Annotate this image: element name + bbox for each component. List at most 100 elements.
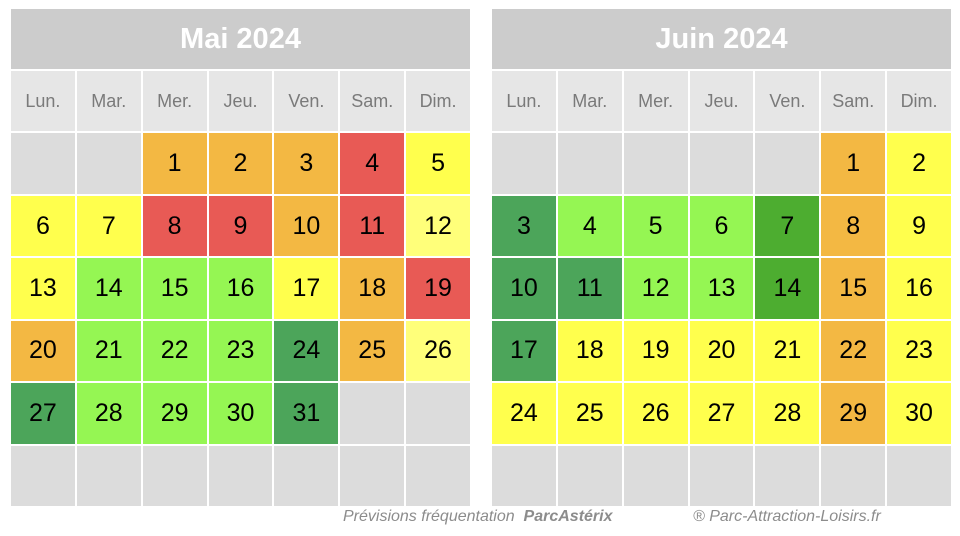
day-cell: 6 xyxy=(11,195,75,257)
day-cell: 27 xyxy=(11,383,75,444)
day-cell: 8 xyxy=(821,195,886,257)
empty-day-cell xyxy=(887,445,951,506)
day-cell: 1 xyxy=(821,133,886,194)
weekday-header: Lun. xyxy=(11,71,75,132)
day-cell: 30 xyxy=(887,383,951,444)
day-cell: 28 xyxy=(755,383,820,444)
day-cell: 10 xyxy=(274,195,339,257)
day-cell: 21 xyxy=(755,320,820,382)
weekday-header: Sam. xyxy=(821,71,886,132)
weekday-header: Mar. xyxy=(76,71,141,132)
weekday-header: Ven. xyxy=(755,71,820,132)
weekday-header: Jeu. xyxy=(689,71,754,132)
day-cell: 2 xyxy=(208,133,273,194)
empty-day-cell xyxy=(821,445,886,506)
weekday-header: Ven. xyxy=(274,71,339,132)
empty-day-cell xyxy=(623,133,688,194)
day-cell: 10 xyxy=(492,258,556,319)
day-cell: 19 xyxy=(406,258,470,319)
empty-day-cell xyxy=(76,445,141,506)
day-cell: 17 xyxy=(492,320,556,382)
day-cell: 22 xyxy=(142,320,207,382)
empty-day-cell xyxy=(755,445,820,506)
day-cell: 28 xyxy=(76,383,141,444)
day-cell: 21 xyxy=(76,320,141,382)
day-cell: 6 xyxy=(689,195,754,257)
empty-day-cell xyxy=(557,133,622,194)
empty-day-cell xyxy=(406,445,470,506)
empty-day-cell xyxy=(492,445,556,506)
day-cell: 7 xyxy=(755,195,820,257)
day-cell: 11 xyxy=(557,258,622,319)
day-cell: 15 xyxy=(821,258,886,319)
day-cell: 13 xyxy=(689,258,754,319)
day-cell: 25 xyxy=(340,320,405,382)
day-cell: 3 xyxy=(274,133,339,194)
day-cell: 1 xyxy=(142,133,207,194)
month-title: Mai 2024 xyxy=(11,9,470,69)
forecast-caption: Prévisions fréquentation ParcAstérix xyxy=(343,508,613,526)
day-cell: 13 xyxy=(11,258,75,319)
empty-day-cell xyxy=(689,445,754,506)
day-cell: 26 xyxy=(623,383,688,444)
day-cell: 24 xyxy=(274,320,339,382)
day-cell: 19 xyxy=(623,320,688,382)
empty-day-cell xyxy=(76,133,141,194)
empty-day-cell xyxy=(557,445,622,506)
day-cell: 18 xyxy=(557,320,622,382)
day-cell: 17 xyxy=(274,258,339,319)
day-cell: 25 xyxy=(557,383,622,444)
day-cell: 14 xyxy=(755,258,820,319)
empty-day-cell xyxy=(11,445,75,506)
day-cell: 24 xyxy=(492,383,556,444)
day-cell: 16 xyxy=(887,258,951,319)
park-name: ParcAstérix xyxy=(523,508,613,525)
day-cell: 5 xyxy=(406,133,470,194)
day-cell: 23 xyxy=(208,320,273,382)
day-cell: 31 xyxy=(274,383,339,444)
weekday-header: Sam. xyxy=(340,71,405,132)
day-cell: 23 xyxy=(887,320,951,382)
day-cell: 27 xyxy=(689,383,754,444)
day-cell: 15 xyxy=(142,258,207,319)
forecast-prefix: Prévisions fréquentation xyxy=(343,508,515,525)
day-cell: 3 xyxy=(492,195,556,257)
weekday-header: Dim. xyxy=(887,71,951,132)
empty-day-cell xyxy=(623,445,688,506)
weekday-header: Dim. xyxy=(406,71,470,132)
weekday-header: Lun. xyxy=(492,71,556,132)
day-cell: 20 xyxy=(11,320,75,382)
copyright-text: ® Parc-Attraction-Loisirs.fr xyxy=(693,508,881,525)
day-cell: 14 xyxy=(76,258,141,319)
empty-day-cell xyxy=(492,133,556,194)
day-cell: 22 xyxy=(821,320,886,382)
day-cell: 8 xyxy=(142,195,207,257)
day-cell: 12 xyxy=(623,258,688,319)
day-cell: 9 xyxy=(208,195,273,257)
empty-day-cell xyxy=(406,383,470,444)
day-cell: 20 xyxy=(689,320,754,382)
empty-day-cell xyxy=(208,445,273,506)
day-cell: 26 xyxy=(406,320,470,382)
weekday-header: Mar. xyxy=(557,71,622,132)
day-cell: 4 xyxy=(340,133,405,194)
empty-day-cell xyxy=(689,133,754,194)
day-cell: 11 xyxy=(340,195,405,257)
empty-day-cell xyxy=(340,383,405,444)
day-cell: 29 xyxy=(821,383,886,444)
month-title: Juin 2024 xyxy=(492,9,951,69)
empty-day-cell xyxy=(142,445,207,506)
calendar-may: Mai 2024 Lun. Mar. Mer. Jeu. Ven. Sam. Dim. 1 2 3 4… xyxy=(11,9,470,506)
day-cell: 7 xyxy=(76,195,141,257)
empty-day-cell xyxy=(11,133,75,194)
weekday-header: Mer. xyxy=(623,71,688,132)
empty-day-cell xyxy=(755,133,820,194)
day-cell: 30 xyxy=(208,383,273,444)
day-cell: 29 xyxy=(142,383,207,444)
day-cell: 12 xyxy=(406,195,470,257)
day-cell: 5 xyxy=(623,195,688,257)
day-cell: 18 xyxy=(340,258,405,319)
day-cell: 4 xyxy=(557,195,622,257)
weekday-header: Mer. xyxy=(142,71,207,132)
day-cell: 9 xyxy=(887,195,951,257)
